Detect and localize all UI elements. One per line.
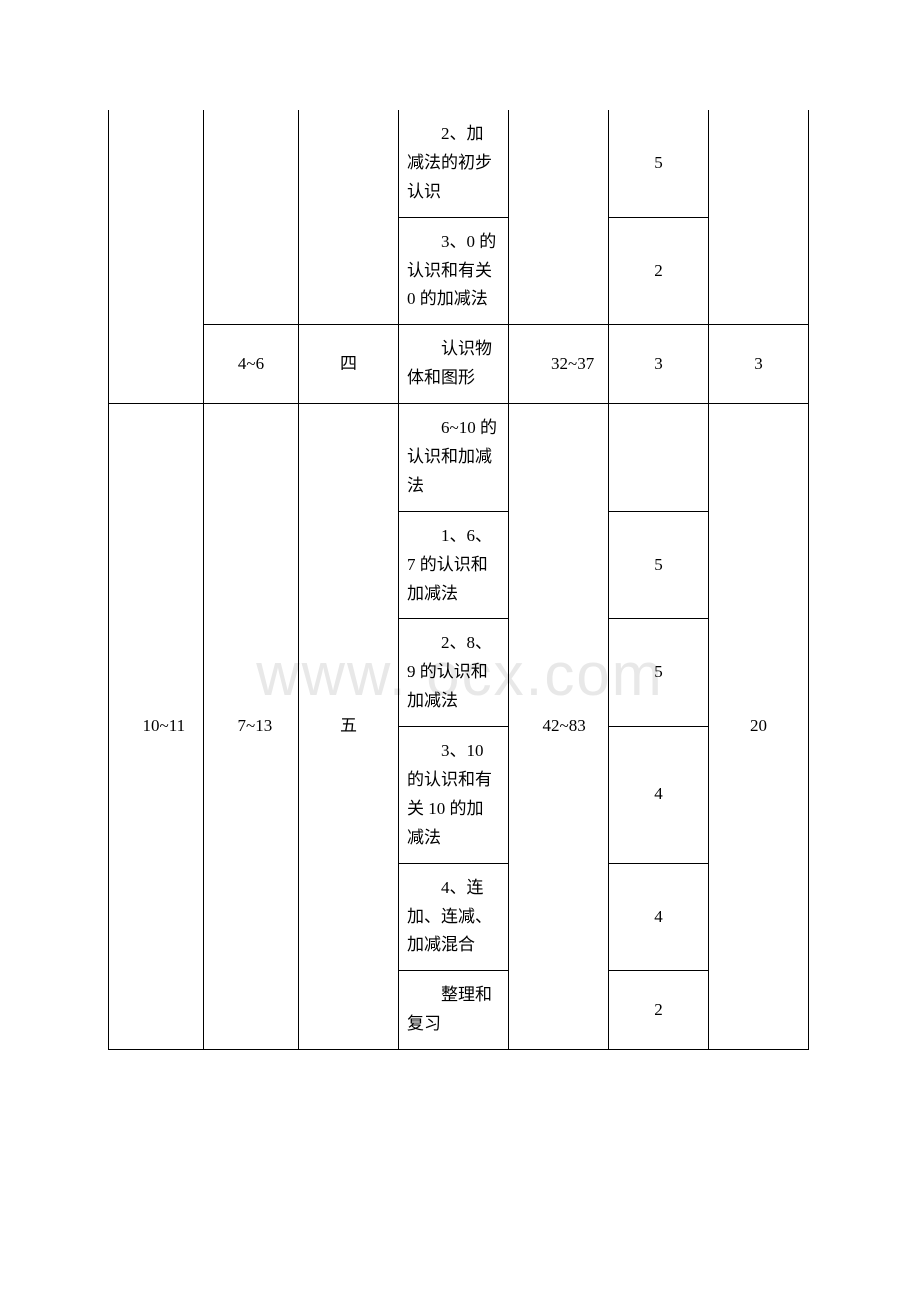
cell-col4: 3、0 的认识和有关 0 的加减法: [399, 217, 509, 325]
cell-col4: 4、连加、连减、加减混合: [399, 863, 509, 971]
cell-col3: 四: [299, 325, 399, 404]
cell-col3: [299, 110, 399, 325]
cell-col4: 6~10 的认识和加减法: [399, 404, 509, 512]
cell-col2: 7~13: [204, 404, 299, 1050]
cell-col7: 3: [709, 325, 809, 404]
cell-col6: 5: [609, 511, 709, 619]
table-row: 10~11 7~13 五 6~10 的认识和加减法 42~83 20: [109, 404, 809, 512]
cell-col4: 2、8、9 的认识和加减法: [399, 619, 509, 727]
lesson-table: 2、加减法的初步认识 5 3、0 的认识和有关 0 的加减法 2 4~6 四 认…: [108, 110, 809, 1050]
cell-col6: [609, 404, 709, 512]
cell-col6: 5: [609, 619, 709, 727]
cell-col4: 1、6、7 的认识和加减法: [399, 511, 509, 619]
lesson-table-wrapper: 2、加减法的初步认识 5 3、0 的认识和有关 0 的加减法 2 4~6 四 认…: [108, 110, 808, 1050]
cell-col6: 2: [609, 971, 709, 1050]
cell-col7: [709, 110, 809, 325]
cell-col2: [204, 110, 299, 325]
table-row: 4~6 四 认识物体和图形 32~37 3 3: [109, 325, 809, 404]
cell-col4: 2、加减法的初步认识: [399, 110, 509, 217]
cell-col6: 3: [609, 325, 709, 404]
cell-col4: 3、10 的认识和有关 10 的加减法: [399, 727, 509, 864]
cell-col5: 42~83: [509, 404, 609, 1050]
cell-col1: [109, 110, 204, 404]
cell-col7: 20: [709, 404, 809, 1050]
cell-col6: 5: [609, 110, 709, 217]
cell-col4: 整理和复习: [399, 971, 509, 1050]
cell-col6: 2: [609, 217, 709, 325]
table-row: 2、加减法的初步认识 5: [109, 110, 809, 217]
cell-col6: 4: [609, 727, 709, 864]
cell-col6: 4: [609, 863, 709, 971]
cell-col5: 32~37: [509, 325, 609, 404]
cell-col5: [509, 110, 609, 325]
cell-col3: 五: [299, 404, 399, 1050]
cell-col2: 4~6: [204, 325, 299, 404]
cell-col1: 10~11: [109, 404, 204, 1050]
cell-col4: 认识物体和图形: [399, 325, 509, 404]
